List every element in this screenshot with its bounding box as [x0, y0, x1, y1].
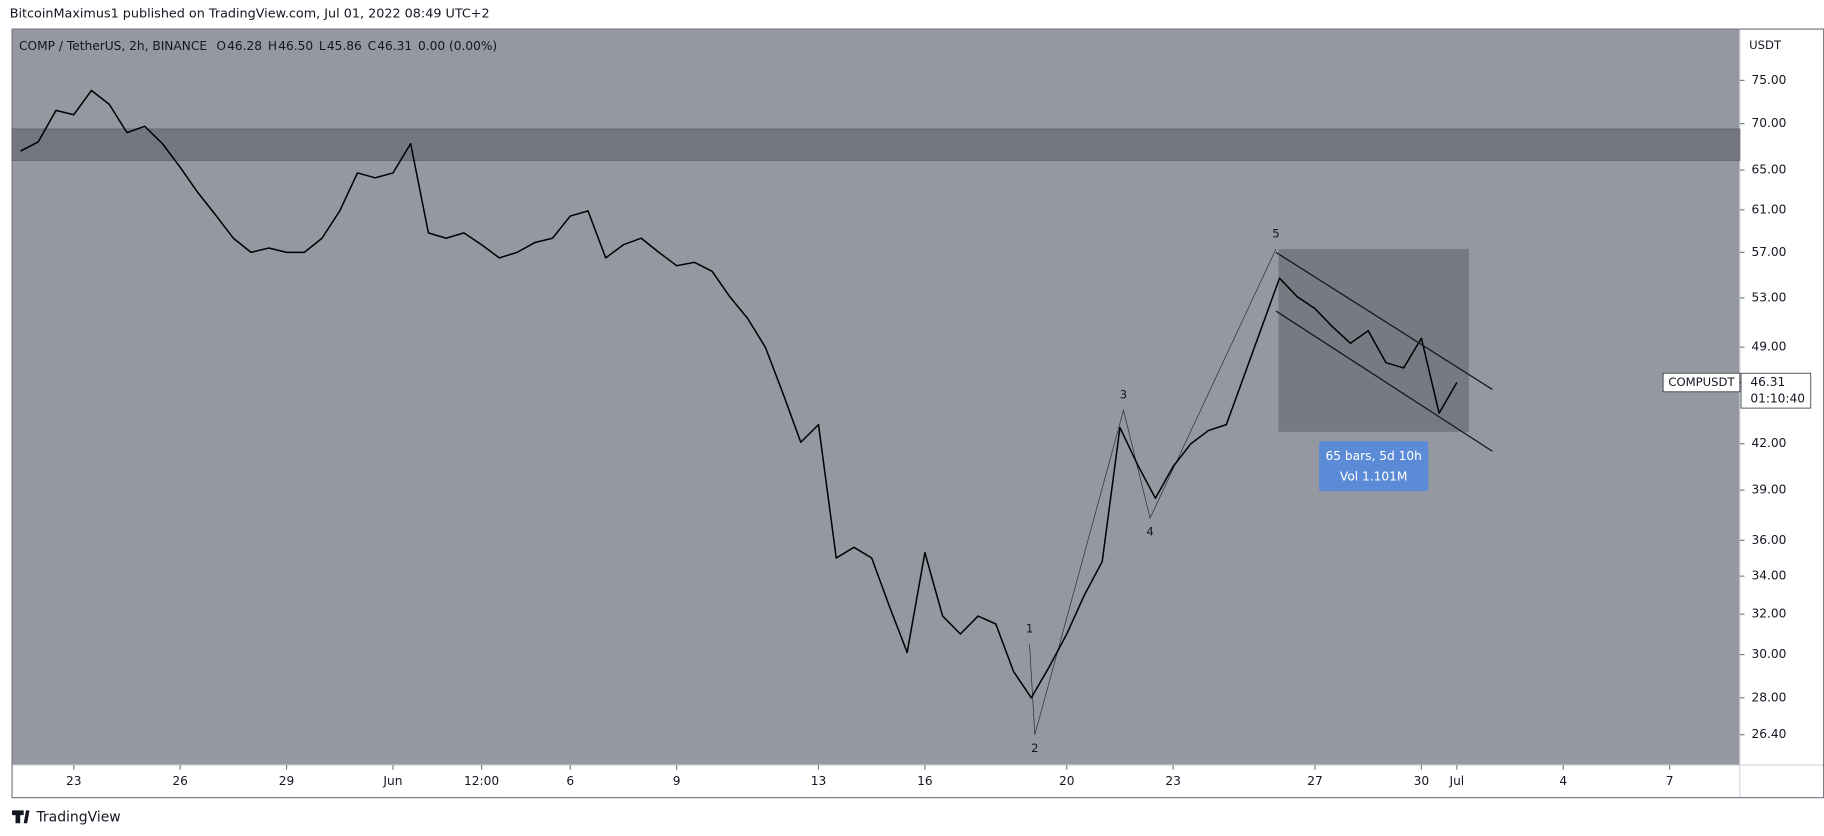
price-tag: 46.31 — [1750, 375, 1785, 389]
y-tick-label: 34.00 — [1751, 569, 1786, 583]
y-tick-label: 70.00 — [1751, 116, 1786, 130]
x-tick-label: 23 — [66, 774, 82, 788]
y-tick-label: 65.00 — [1751, 163, 1786, 177]
measure-label: 65 bars, 5d 10h — [1326, 449, 1422, 463]
x-tick-label: 7 — [1666, 774, 1674, 788]
x-tick-label: Jun — [382, 774, 402, 788]
symbol-tag: COMPUSDT — [1668, 375, 1735, 389]
ohlc-value: 46.31 — [377, 39, 412, 53]
y-tick-label: 28.00 — [1751, 690, 1786, 704]
x-tick-label: 4 — [1559, 774, 1567, 788]
price-line — [20, 89, 1458, 699]
y-tick-label: 32.00 — [1751, 607, 1786, 621]
price-tag-bg — [1740, 372, 1812, 409]
symbol-title: COMP / TetherUS, 2h, BINANCE — [19, 39, 207, 53]
published-line: BitcoinMaximus1 published on TradingView… — [10, 6, 490, 21]
price-unit: USDT — [1749, 38, 1782, 52]
change-value: 0.00 (0.00%) — [418, 39, 497, 53]
logo-mark — [12, 810, 30, 824]
symbol-header: COMP / TetherUS, 2h, BINANCE O 46.28 H 46.50… — [19, 39, 497, 53]
y-tick-label: 57.00 — [1751, 245, 1786, 259]
x-tick-label: 6 — [566, 774, 574, 788]
wave-label: 3 — [1120, 388, 1127, 402]
chart-layers: 65 bars, 5d 10h Vol 1.101M 75.00 70.00 65.00… — [11, 73, 1812, 788]
wave-path — [1029, 248, 1277, 735]
x-tick-label: 23 — [1165, 774, 1181, 788]
wave-label: 2 — [1031, 741, 1038, 755]
x-tick-label: 30 — [1414, 774, 1430, 788]
ohlc-value: 46.28 — [227, 39, 262, 53]
channel-line — [1275, 251, 1493, 390]
y-tick-label: 26.40 — [1751, 727, 1786, 741]
y-tick-label: 49.00 — [1751, 340, 1786, 354]
time-axis — [11, 764, 1741, 799]
resistance-zone — [11, 128, 1741, 161]
x-tick-label: 27 — [1307, 774, 1323, 788]
y-tick-label: 75.00 — [1751, 73, 1786, 87]
y-tick-label: 61.00 — [1751, 202, 1786, 216]
x-tick-label: 29 — [279, 774, 295, 788]
measure-label-bg — [1319, 441, 1429, 492]
ohlc-value: 45.86 — [327, 39, 362, 53]
symbol-tag-bg — [1662, 372, 1741, 393]
y-tick-label: 39.00 — [1751, 483, 1786, 497]
ohlc-key: H — [268, 39, 277, 53]
footer-brand: TradingView — [35, 809, 120, 825]
x-tick-label: Jul — [1448, 774, 1464, 788]
wave-label: 1 — [1026, 622, 1033, 636]
ohlc-key: L — [319, 39, 326, 53]
y-tick-label: 30.00 — [1751, 647, 1786, 661]
ohlc-key: O — [216, 39, 226, 53]
ohlc-key: C — [368, 39, 377, 53]
ohlc-value: 46.50 — [278, 39, 313, 53]
tv-logo: TradingView — [12, 809, 121, 825]
channel-line — [1275, 310, 1493, 452]
countdown: 01:10:40 — [1750, 391, 1805, 405]
y-tick-label: 36.00 — [1751, 533, 1786, 547]
x-tick-label: 16 — [917, 774, 933, 788]
wave-label: 5 — [1272, 226, 1279, 240]
x-tick-label: 9 — [673, 774, 681, 788]
x-tick-label: 20 — [1059, 774, 1075, 788]
x-tick-label: 26 — [172, 774, 188, 788]
x-tick-label: 13 — [811, 774, 827, 788]
measure-label: Vol 1.101M — [1340, 470, 1408, 484]
x-tick-label: 12:00 — [464, 774, 499, 788]
y-tick-label: 53.00 — [1751, 290, 1786, 304]
y-tick-label: 42.00 — [1751, 436, 1786, 450]
wave-label: 4 — [1146, 525, 1153, 539]
